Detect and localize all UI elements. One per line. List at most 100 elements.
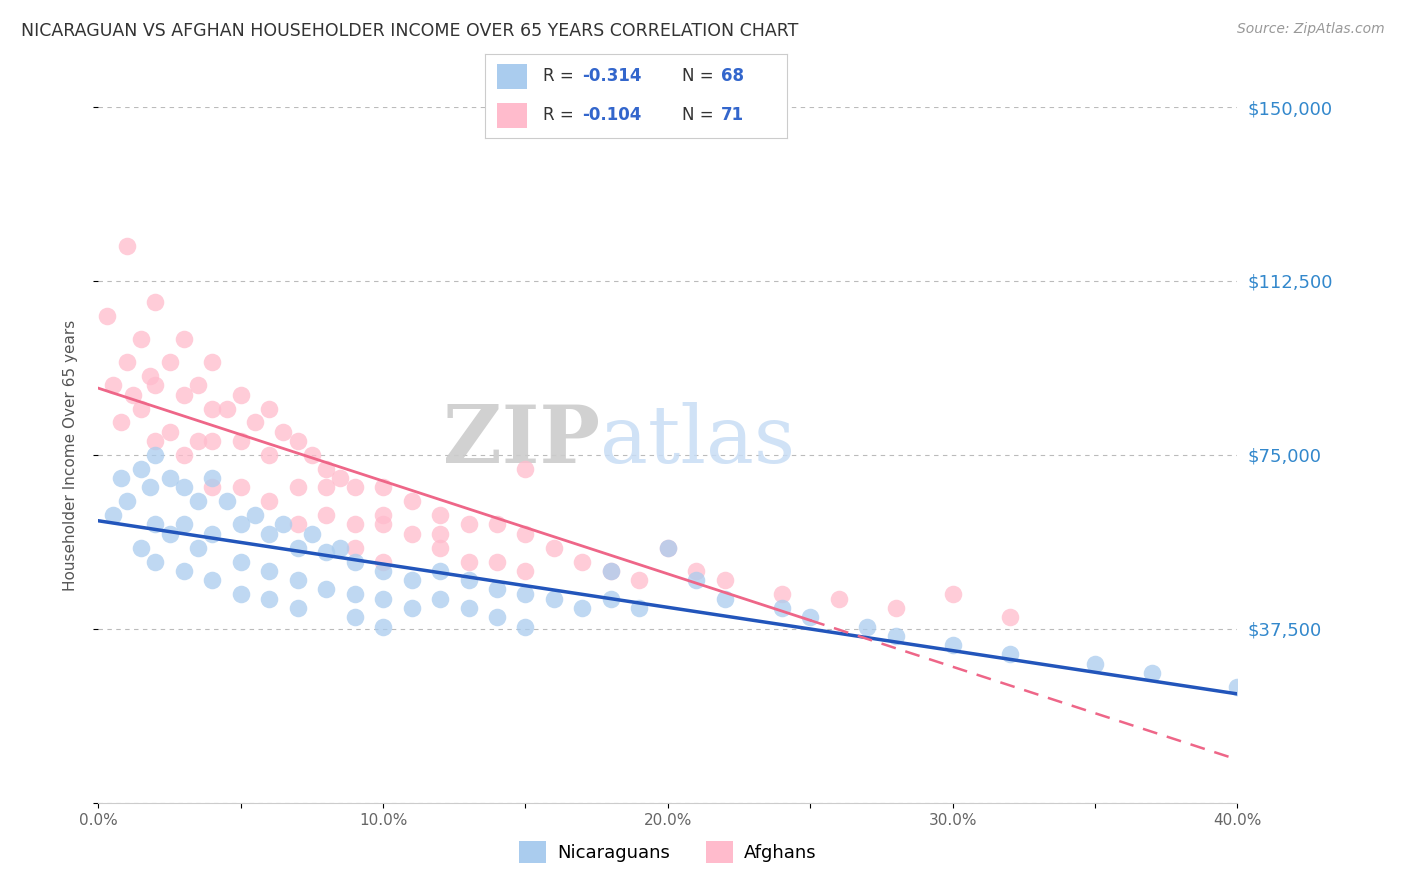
Point — [600, 564, 623, 578]
Point — [429, 508, 451, 523]
Point — [259, 526, 281, 541]
Point — [301, 448, 323, 462]
Point — [429, 591, 451, 606]
Point — [159, 425, 181, 439]
Point — [714, 591, 737, 606]
Point — [329, 541, 352, 555]
Point — [515, 564, 537, 578]
Point — [373, 564, 395, 578]
Point — [229, 434, 252, 448]
Point — [287, 541, 309, 555]
Point — [373, 508, 395, 523]
Point — [373, 480, 395, 494]
Text: -0.104: -0.104 — [582, 106, 641, 124]
Point — [287, 480, 309, 494]
Point — [571, 601, 593, 615]
Point — [173, 517, 195, 532]
Point — [1226, 680, 1249, 694]
Point — [187, 541, 209, 555]
Point — [259, 448, 281, 462]
Point — [373, 591, 395, 606]
Point — [429, 564, 451, 578]
Point — [515, 619, 537, 633]
Point — [373, 555, 395, 569]
Point — [884, 629, 907, 643]
Point — [187, 434, 209, 448]
Point — [315, 508, 337, 523]
Point — [101, 508, 124, 523]
Point — [315, 462, 337, 476]
Point — [486, 582, 509, 597]
Point — [129, 332, 152, 346]
Point — [714, 573, 737, 587]
Point — [287, 573, 309, 587]
Point — [543, 591, 565, 606]
Text: 68: 68 — [721, 68, 744, 86]
Point — [998, 610, 1021, 624]
Point — [159, 526, 181, 541]
Point — [685, 573, 707, 587]
Point — [201, 573, 224, 587]
Point — [145, 378, 167, 392]
Bar — [498, 103, 527, 128]
Point — [115, 355, 138, 369]
Point — [657, 541, 679, 555]
Point — [273, 517, 295, 532]
Point — [343, 517, 366, 532]
Point — [201, 434, 224, 448]
Point — [287, 517, 309, 532]
Point — [173, 480, 195, 494]
Legend: Nicaraguans, Afghans: Nicaraguans, Afghans — [512, 834, 824, 871]
Point — [159, 471, 181, 485]
Point — [770, 601, 793, 615]
Text: N =: N = — [682, 68, 718, 86]
Point — [457, 601, 479, 615]
Point — [600, 591, 623, 606]
Point — [515, 587, 537, 601]
Text: -0.314: -0.314 — [582, 68, 641, 86]
Point — [159, 355, 181, 369]
Point — [315, 582, 337, 597]
Point — [515, 526, 537, 541]
Point — [187, 494, 209, 508]
Point — [600, 564, 623, 578]
Point — [828, 591, 851, 606]
Point — [115, 239, 138, 253]
Point — [685, 564, 707, 578]
Point — [543, 541, 565, 555]
Point — [187, 378, 209, 392]
Point — [429, 541, 451, 555]
Point — [799, 610, 821, 624]
Point — [457, 573, 479, 587]
Point — [129, 401, 152, 416]
Point — [96, 309, 118, 323]
Point — [201, 355, 224, 369]
Point — [229, 587, 252, 601]
Point — [942, 587, 965, 601]
Point — [301, 526, 323, 541]
Point — [259, 564, 281, 578]
Point — [229, 480, 252, 494]
Text: R =: R = — [543, 68, 578, 86]
Text: N =: N = — [682, 106, 718, 124]
Point — [201, 480, 224, 494]
Point — [457, 555, 479, 569]
Point — [770, 587, 793, 601]
Point — [373, 517, 395, 532]
Point — [173, 448, 195, 462]
Point — [145, 294, 167, 309]
Point — [145, 517, 167, 532]
Point — [110, 471, 132, 485]
Point — [215, 494, 238, 508]
Point — [401, 494, 423, 508]
Point — [515, 462, 537, 476]
Y-axis label: Householder Income Over 65 years: Householder Income Over 65 years — [63, 319, 77, 591]
Point — [401, 573, 423, 587]
Point — [138, 369, 160, 384]
Point — [287, 601, 309, 615]
Point — [1140, 665, 1163, 680]
Point — [145, 434, 167, 448]
Point — [401, 526, 423, 541]
Point — [129, 541, 152, 555]
Point — [315, 545, 337, 559]
